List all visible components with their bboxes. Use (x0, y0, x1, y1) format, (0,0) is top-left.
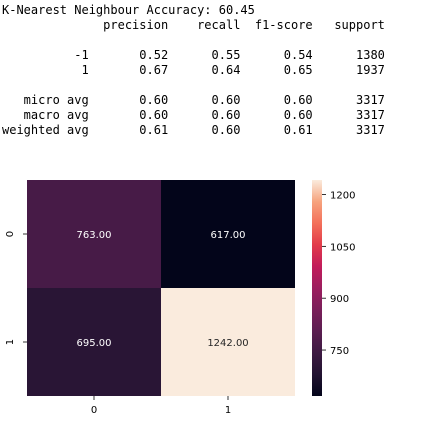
report-header-row: precision recall f1-score support (2, 18, 385, 32)
colorbar-tick-label: 750 (330, 346, 349, 357)
cell-value-label: 1242.00 (207, 338, 248, 349)
colorbar-tick-label: 1200 (330, 191, 355, 202)
y-tick-label: 0 (5, 231, 16, 237)
y-tick-label: 1 (5, 339, 16, 345)
y-axis: 01 (5, 231, 27, 345)
x-tick-label: 0 (91, 405, 97, 416)
accuracy-line: K-Nearest Neighbour Accuracy: 60.45 (2, 3, 255, 17)
report-blank-row (2, 78, 385, 93)
cell-value-label: 695.00 (77, 338, 112, 349)
report-blank-row (2, 33, 385, 48)
x-tick-label: 1 (225, 405, 231, 416)
report-macro-avg-row: macro avg 0.60 0.60 0.60 3317 (2, 108, 385, 122)
heatmap-cell (161, 180, 295, 288)
heatmap-cell (27, 180, 161, 288)
colorbar-tick-label: 900 (330, 294, 349, 305)
cell-value-label: 617.00 (211, 230, 246, 241)
heatmap-cell-labels: 763.00 617.00 695.00 1242.00 (77, 230, 249, 349)
heatmap-cell (27, 288, 161, 396)
colorbar-tick-label: 1050 (330, 242, 355, 253)
colorbar-gradient (312, 180, 322, 396)
classification-report: K-Nearest Neighbour Accuracy: 60.45 prec… (2, 3, 385, 138)
heatmap-cells (27, 180, 295, 396)
report-micro-avg-row: micro avg 0.60 0.60 0.60 3317 (2, 93, 385, 107)
colorbar: 750 900 1050 1200 (312, 180, 355, 396)
cell-value-label: 763.00 (77, 230, 112, 241)
report-class-1-row: 1 0.67 0.64 0.65 1937 (2, 63, 385, 77)
heatmap-cell (161, 288, 295, 396)
report-class-neg1-row: -1 0.52 0.55 0.54 1380 (2, 48, 385, 62)
report-weighted-avg-row: weighted avg 0.61 0.60 0.61 3317 (2, 123, 385, 137)
